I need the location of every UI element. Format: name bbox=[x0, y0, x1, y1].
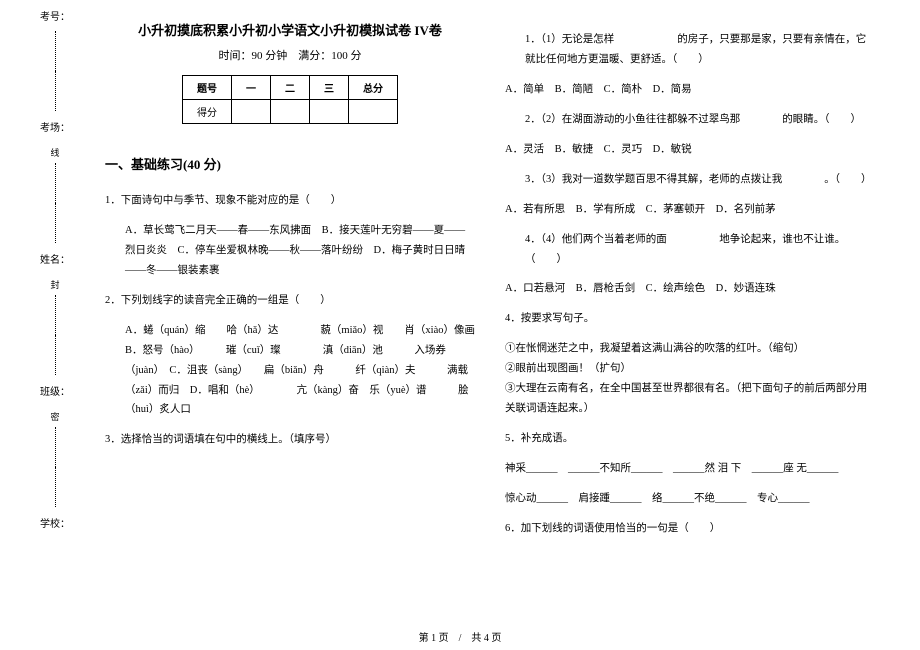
binding-line bbox=[55, 203, 56, 243]
td bbox=[232, 100, 271, 124]
binding-line bbox=[55, 467, 56, 507]
question-5-blanks-2: 惊心动______ 肩接踵______ 络______不绝______ 专心__… bbox=[505, 489, 875, 509]
exam-title: 小升初摸底积累小升初小学语文小升初模拟试卷 IV卷 bbox=[105, 20, 475, 39]
binding-line bbox=[55, 335, 56, 375]
th: 题号 bbox=[183, 76, 232, 100]
binding-line bbox=[55, 31, 56, 71]
binding-marker-secret: 密 bbox=[50, 410, 59, 423]
table-row: 得分 bbox=[183, 100, 398, 124]
th: 二 bbox=[271, 76, 310, 100]
binding-label-class: 班级： bbox=[40, 383, 70, 398]
column-right: 1．（1）无论是怎样 的房子，只要那是家，只要有亲情在，它就比任何地方更温暖、更… bbox=[490, 0, 890, 650]
td bbox=[271, 100, 310, 124]
question-3-3-options: A．若有所思 B．学有所成 C．茅塞顿开 D．名列前茅 bbox=[505, 200, 875, 220]
binding-label-exam-id: 考号： bbox=[40, 8, 70, 23]
question-3-4: 4．（4）他们两个当着老师的面 地争论起来，谁也不让谁。（ ） bbox=[525, 230, 875, 270]
page-footer: 第 1 页 / 共 4 页 bbox=[0, 629, 920, 644]
column-left: 小升初摸底积累小升初小学语文小升初模拟试卷 IV卷 时间：90 分钟 满分：10… bbox=[90, 0, 490, 650]
exam-subtitle: 时间：90 分钟 满分：100 分 bbox=[105, 47, 475, 63]
question-2-options: A．蜷（quán）缩 哈（hǎ）达 藐（miǎo）视 肖（xiào）像画 B．怒… bbox=[125, 321, 475, 421]
question-5: 5．补充成语。 bbox=[505, 429, 875, 449]
binding-line bbox=[55, 295, 56, 335]
question-3: 3．选择恰当的词语填在句中的横线上。（填序号） bbox=[105, 430, 475, 450]
td bbox=[310, 100, 349, 124]
question-3-1-options: A．简单 B．简陋 C．简朴 D．简易 bbox=[505, 80, 875, 100]
question-3-1: 1．（1）无论是怎样 的房子，只要那是家，只要有亲情在，它就比任何地方更温暖、更… bbox=[525, 30, 875, 70]
question-3-2-options: A．灵活 B．敏捷 C．灵巧 D．敏锐 bbox=[505, 140, 875, 160]
binding-label-room: 考场： bbox=[40, 119, 70, 134]
page-content: 小升初摸底积累小升初小学语文小升初模拟试卷 IV卷 时间：90 分钟 满分：10… bbox=[90, 0, 910, 650]
binding-label-school: 学校： bbox=[40, 515, 70, 530]
question-1-options: A．草长莺飞二月天——春——东风拂面 B．接天莲叶无穷碧——夏——烈日炎炎 C．… bbox=[125, 221, 475, 281]
binding-line bbox=[55, 427, 56, 467]
binding-line bbox=[55, 163, 56, 203]
binding-strip: 考号： 考场： 线 姓名： 封 班级： 密 学校： bbox=[30, 0, 80, 610]
binding-line bbox=[55, 71, 56, 111]
td bbox=[349, 100, 398, 124]
question-3-4-options: A．口若悬河 B．唇枪舌剑 C．绘声绘色 D．妙语连珠 bbox=[505, 279, 875, 299]
binding-label-name: 姓名： bbox=[40, 251, 70, 266]
binding-marker-seal: 封 bbox=[50, 278, 59, 291]
question-1: 1．下面诗句中与季节、现象不能对应的是（ ） bbox=[105, 191, 475, 211]
section-heading-1: 一、基础练习(40 分) bbox=[105, 154, 475, 173]
question-3-3: 3．（3）我对一道数学题百思不得其解，老师的点拨让我 。（ ） bbox=[525, 170, 875, 190]
question-3-2: 2．（2）在湖面游动的小鱼往往都躲不过翠鸟那 的眼睛。（ ） bbox=[525, 110, 875, 130]
binding-marker-line: 线 bbox=[50, 146, 59, 159]
question-5-blanks-1: 神采______ ______不知所______ ______然 泪 下 ___… bbox=[505, 459, 875, 479]
th: 三 bbox=[310, 76, 349, 100]
th: 一 bbox=[232, 76, 271, 100]
score-table: 题号 一 二 三 总分 得分 bbox=[182, 75, 398, 124]
td: 得分 bbox=[183, 100, 232, 124]
question-4: 4．按要求写句子。 bbox=[505, 309, 875, 329]
question-6: 6．加下划线的词语使用恰当的一句是（ ） bbox=[505, 519, 875, 539]
question-4-lines: ①在怅惘迷茫之中，我凝望着这满山满谷的吹落的红叶。（缩句） ②眼前出现图画！（扩… bbox=[505, 339, 875, 419]
th: 总分 bbox=[349, 76, 398, 100]
question-2: 2．下列划线字的读音完全正确的一组是（ ） bbox=[105, 291, 475, 311]
table-row: 题号 一 二 三 总分 bbox=[183, 76, 398, 100]
